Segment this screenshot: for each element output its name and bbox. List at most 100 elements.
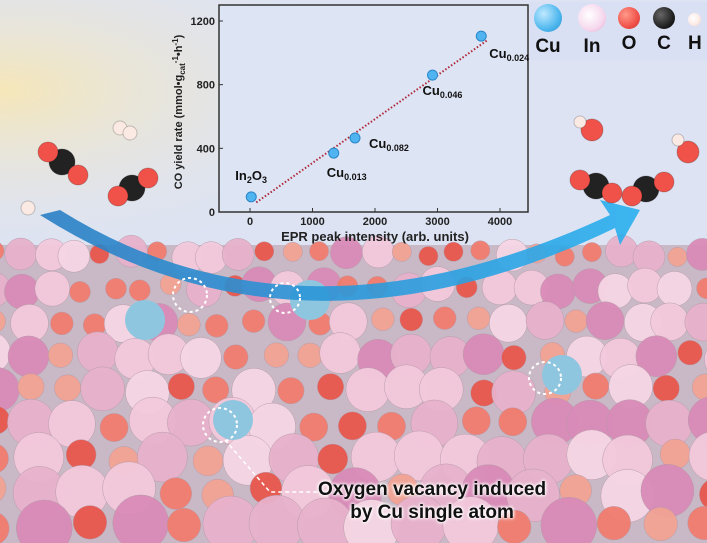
- point-label: In2O3: [235, 168, 267, 185]
- surface-atom: [677, 340, 703, 366]
- molecule-atom: [569, 169, 591, 191]
- y-tick-label: 800: [197, 80, 215, 92]
- molecule-atom: [37, 141, 59, 163]
- surface-atom: [643, 506, 678, 542]
- surface-atom: [80, 366, 125, 412]
- x-tick-label: 2000: [363, 216, 387, 228]
- x-tick-label: 4000: [488, 216, 512, 228]
- in-atom-icon: [578, 4, 606, 32]
- surface-atom: [688, 432, 707, 481]
- surface-atom: [159, 477, 192, 510]
- surface-atom: [391, 242, 412, 262]
- vacancy-marker: [202, 407, 238, 443]
- surface-atom: [223, 344, 249, 370]
- reaction-arrow: [40, 200, 640, 301]
- vacancy-marker: [172, 277, 208, 313]
- molecule-atom: [580, 118, 604, 142]
- surface-atom: [443, 241, 464, 262]
- surface-atom: [177, 312, 201, 337]
- h-atom-icon: [688, 13, 702, 26]
- surface-atom: [0, 513, 10, 543]
- cu-atom: [542, 355, 582, 395]
- surface-atom: [241, 309, 266, 333]
- molecule-atom: [137, 167, 159, 189]
- surface-atom: [309, 241, 329, 262]
- data-point: [349, 132, 361, 144]
- x-axis-label: EPR peak intensity (arb. units): [281, 229, 469, 244]
- surface-atom: [0, 444, 9, 473]
- vacancy-marker: [528, 361, 562, 395]
- molecule-atom: [122, 125, 138, 141]
- surface-atom: [50, 311, 74, 336]
- y-tick-label: 0: [209, 207, 215, 219]
- surface-atom: [582, 242, 602, 262]
- y-axis-label: CO yield rate (mmol•gcat-1•h-1): [171, 34, 187, 189]
- surface-atom: [69, 281, 91, 303]
- surface-atom: [277, 377, 305, 405]
- surface-atom: [470, 240, 491, 261]
- data-point: [245, 191, 257, 203]
- surface-atom: [704, 348, 707, 370]
- y-tick-label: 400: [197, 143, 215, 155]
- y-tick-label: 1200: [191, 16, 215, 28]
- x-tick-label: 1000: [300, 216, 324, 228]
- surface-atom: [686, 238, 707, 271]
- molecule-atom: [676, 140, 700, 164]
- surface-atom: [696, 277, 707, 300]
- fit-line: [255, 39, 489, 204]
- surface-atom: [221, 238, 255, 271]
- point-label: Cu0.024: [489, 46, 529, 63]
- atom-legend: Cu In O C H: [530, 2, 707, 60]
- molecule-atom: [601, 182, 623, 204]
- molecule-atom: [621, 185, 643, 207]
- surface-atom: [525, 301, 565, 340]
- surface-atom: [684, 302, 707, 342]
- legend-cu: Cu: [534, 4, 562, 58]
- surface-atom: [461, 406, 491, 436]
- surface-atom: [687, 505, 707, 541]
- surface-atom: [399, 307, 423, 332]
- data-point: [427, 69, 438, 81]
- legend-c: C: [653, 7, 675, 55]
- data-point: [328, 147, 340, 159]
- surface-atom: [338, 411, 367, 441]
- molecule-atom: [20, 200, 36, 216]
- surface-atom: [0, 475, 7, 501]
- o-atom-icon: [618, 7, 640, 29]
- surface-atom: [16, 499, 73, 543]
- surface-atom: [498, 407, 528, 437]
- legend-in: In: [578, 4, 606, 58]
- surface-atom: [99, 413, 129, 442]
- x-tick-label: 0: [247, 216, 253, 228]
- surface-atom: [687, 396, 707, 444]
- cu-atom-icon: [534, 4, 562, 32]
- cu-atom: [213, 400, 253, 440]
- surface-atom: [205, 314, 229, 338]
- surface-atom: [317, 373, 344, 401]
- annotation-leader-line: [224, 439, 330, 493]
- surface-atom: [167, 372, 195, 400]
- surface-atom: [180, 337, 222, 379]
- c-atom-icon: [653, 7, 675, 29]
- surface-atom: [317, 443, 349, 475]
- surface-atom: [371, 307, 395, 331]
- legend-o: O: [618, 7, 640, 55]
- legend-h: H: [688, 13, 702, 55]
- cu-atom: [125, 300, 165, 340]
- surface-atom: [166, 507, 201, 543]
- x-tick-label: 3000: [425, 216, 449, 228]
- molecule-atom: [653, 171, 675, 193]
- surface-atom: [105, 277, 127, 300]
- surface-atom: [497, 509, 532, 543]
- surface-atom: [699, 480, 707, 509]
- molecule-atom: [107, 185, 129, 207]
- molecule-atom: [671, 133, 685, 147]
- point-label: Cu0.082: [369, 136, 409, 153]
- molecule-atom: [573, 115, 587, 129]
- point-label: Cu0.013: [327, 165, 367, 182]
- surface-atom: [418, 246, 439, 266]
- vacancy-annotation: Oxygen vacancy induced by Cu single atom: [318, 479, 547, 523]
- surface-atom: [263, 342, 289, 368]
- surface-atom: [137, 431, 188, 483]
